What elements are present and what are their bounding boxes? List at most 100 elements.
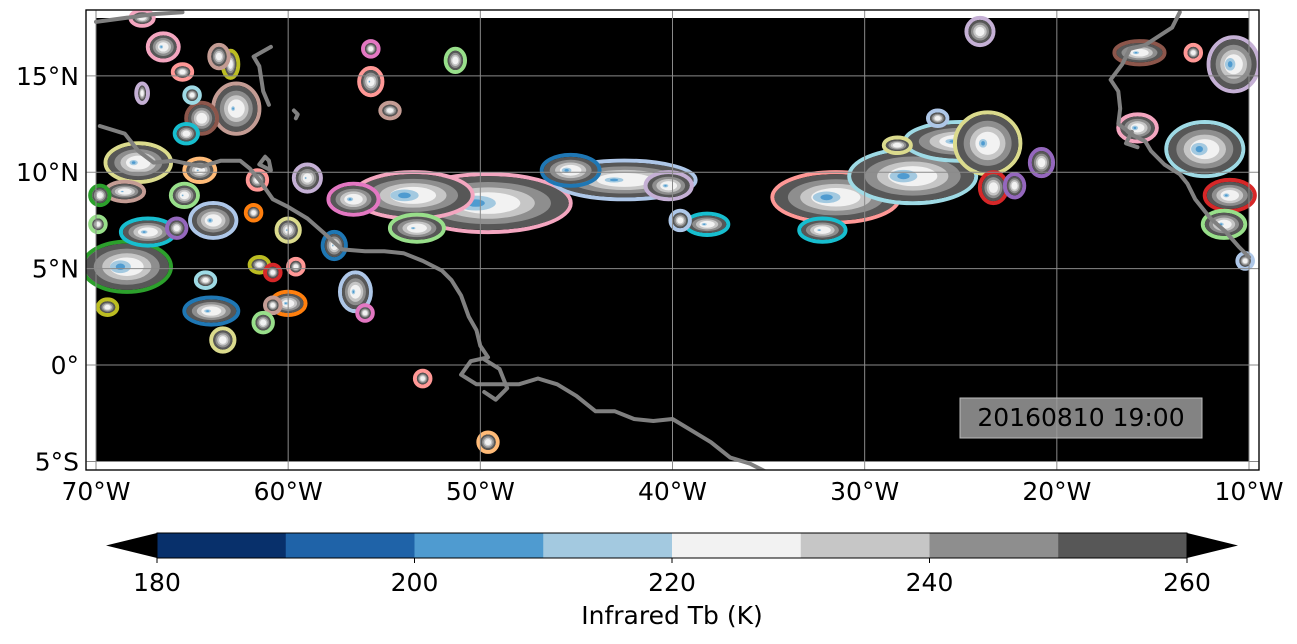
cloud-tb-band — [293, 264, 299, 270]
cloud-coldest-core — [286, 229, 288, 231]
cloud-tb-band — [452, 56, 459, 65]
cloud-outline — [357, 66, 385, 98]
cloud-coldest-core — [1224, 194, 1228, 197]
coastline — [1108, 10, 1251, 260]
cloud-coldest-core — [412, 227, 415, 229]
cloud-system — [207, 42, 231, 71]
cloud-system — [351, 170, 475, 221]
cloud-coldest-core — [160, 46, 163, 48]
cloud-system — [539, 152, 602, 188]
cloud-outline — [182, 156, 218, 184]
cloud-coldest-core — [121, 191, 123, 192]
colorbar-segment — [157, 533, 287, 558]
cloud-system — [926, 108, 950, 129]
timestamp-label: 20160810 19:00 — [977, 403, 1184, 432]
cloud-system — [193, 270, 218, 290]
colorbar-ticks: 180 200 220 240 260 — [133, 558, 1211, 597]
colorbar-segment — [414, 533, 544, 558]
cloud-system — [1002, 172, 1027, 200]
cloud-tb-band — [173, 225, 180, 232]
cloud-outline — [1027, 147, 1056, 179]
cloud-coldest-core — [332, 244, 334, 247]
cloud-outline — [1200, 208, 1248, 240]
colorbar-tick-label: 240 — [906, 568, 954, 597]
cloud-outline — [1164, 120, 1246, 179]
cloud-system — [88, 214, 108, 235]
cloud-coldest-core — [1195, 145, 1203, 153]
cloud-outline — [926, 108, 950, 129]
cloud-tb-band — [1242, 258, 1248, 264]
colorbar-label: Infrared Tb (K) — [581, 601, 763, 630]
cloud-tb-band — [140, 90, 144, 97]
cloud-tb-band — [934, 115, 941, 121]
coastline — [94, 10, 185, 24]
cloud-system — [172, 121, 200, 146]
cloud-system — [355, 303, 375, 323]
cloud-outline — [88, 183, 112, 208]
cloud-tb-band — [596, 173, 653, 187]
cloud-coldest-core — [703, 223, 706, 225]
cloud-tb-band — [96, 192, 103, 199]
cloud-outline — [291, 162, 323, 194]
cloud-outline — [412, 368, 433, 389]
cloud-system — [103, 179, 147, 204]
cloud-tb-band — [137, 227, 158, 237]
cloud-coldest-core — [206, 310, 210, 312]
cloud-coldest-core — [1227, 61, 1233, 68]
cloud-system — [118, 216, 177, 248]
cloud-tb-band — [975, 26, 985, 37]
cloud-outline — [797, 216, 848, 244]
colorbar-segments — [157, 533, 1188, 558]
cloud-tb-band — [270, 302, 276, 308]
cloud-system — [1027, 147, 1056, 179]
cloud-system — [881, 135, 913, 156]
cloud-coldest-core — [305, 177, 307, 179]
cloud-system — [168, 181, 200, 210]
cloud-system — [182, 85, 202, 105]
cloud-systems-layer — [86, 10, 1259, 454]
cloud-system — [1202, 177, 1257, 213]
cloud-outline — [245, 168, 270, 192]
cloud-outline — [1183, 42, 1204, 63]
lat-tick-label: 5°N — [32, 255, 79, 284]
cloud-system — [95, 297, 120, 317]
lon-tick-label: 30°W — [830, 477, 899, 506]
cloud-tb-band — [302, 173, 312, 183]
coastline — [482, 357, 510, 402]
cloud-coldest-core — [818, 229, 821, 231]
cloud-tb-band — [1130, 48, 1149, 57]
cloud-coldest-core — [564, 168, 569, 172]
cloud-system — [357, 66, 385, 98]
cloud-system — [182, 295, 241, 327]
cloud-outline — [476, 430, 500, 454]
cloud-outline — [168, 181, 200, 210]
cloud-outline — [668, 208, 692, 233]
cloud-system — [1164, 120, 1246, 179]
cloud-system — [1183, 42, 1204, 63]
lat-tick-label: 10°N — [16, 158, 79, 187]
cloud-outline — [182, 85, 202, 105]
cloud-tb-band — [699, 220, 715, 228]
lat-tick-label: 5°S — [35, 447, 79, 476]
coastline — [251, 44, 273, 107]
cloud-tb-band — [179, 69, 186, 75]
cloud-tb-band — [406, 223, 427, 233]
cloud-outline — [443, 46, 468, 75]
cloud-system — [443, 46, 468, 75]
cloud-tb-band — [386, 108, 394, 113]
cloud-tb-band — [813, 226, 831, 234]
cloud-outline — [88, 214, 108, 235]
cloud-tb-band — [362, 310, 368, 316]
cloud-coldest-core — [131, 161, 136, 164]
colorbar-tick-label: 180 — [133, 568, 181, 597]
cloud-outline — [539, 152, 602, 188]
cloud-tb-band — [368, 46, 374, 52]
cloud-outline — [134, 81, 150, 105]
coastline — [1124, 129, 1140, 150]
cloud-coldest-core — [232, 107, 234, 110]
cloud-outline — [320, 229, 348, 262]
colorbar-segment — [672, 533, 802, 558]
cloud-outline — [209, 326, 237, 354]
cloud-tb-band — [892, 142, 902, 148]
cloud-tb-band — [988, 182, 999, 194]
